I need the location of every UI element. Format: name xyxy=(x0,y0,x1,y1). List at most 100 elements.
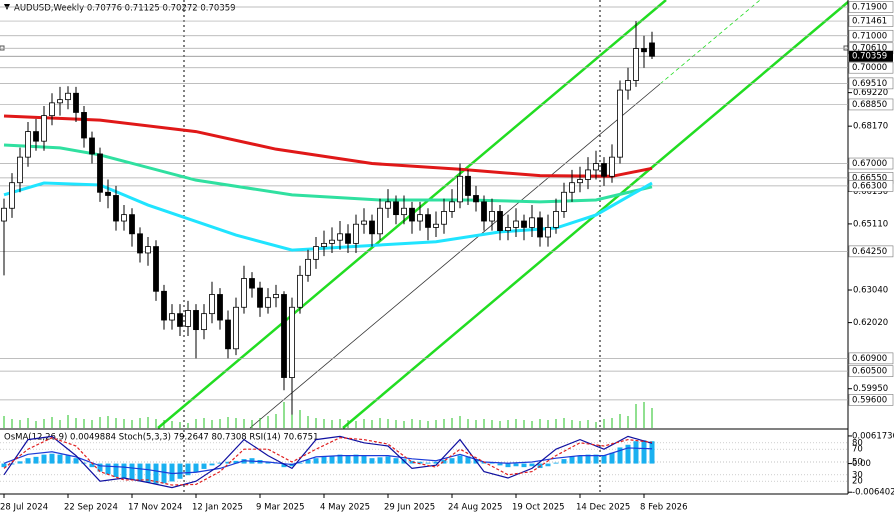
histogram-bar xyxy=(177,463,183,479)
candle-body xyxy=(297,274,303,308)
histogram-bar xyxy=(489,462,495,464)
candle-body xyxy=(113,195,119,222)
candle-body xyxy=(169,313,175,321)
histogram-bar xyxy=(265,461,271,464)
x-tick-label: 29 Jun 2025 xyxy=(384,503,435,513)
level-label-box xyxy=(848,98,894,111)
level-label: 0.69510 xyxy=(852,79,887,89)
histogram-bar xyxy=(1,463,7,468)
candle-body xyxy=(457,175,463,203)
histogram-bar xyxy=(513,463,519,467)
x-tick-label: 24 Aug 2025 xyxy=(448,503,502,513)
histogram-bar xyxy=(433,461,439,464)
histogram-bar xyxy=(345,455,351,464)
histogram-bar xyxy=(417,461,423,464)
histogram-bar xyxy=(65,455,71,464)
x-tick-label: 4 May 2025 xyxy=(320,503,370,513)
candle-body xyxy=(41,115,47,142)
candle-body xyxy=(321,242,327,247)
histogram-bar xyxy=(353,454,359,464)
candle-body xyxy=(137,233,143,254)
level-label: 0.66300 xyxy=(852,181,887,191)
y-tick-label: -0.0064024 xyxy=(852,488,894,498)
candle-body xyxy=(209,294,215,315)
histogram-bar xyxy=(137,463,143,482)
candle-body xyxy=(145,246,151,254)
candle-body xyxy=(641,48,647,53)
y-tick-label: 0.68170 xyxy=(853,122,888,132)
level-label-box xyxy=(848,77,894,90)
histogram-bar xyxy=(609,452,615,464)
histogram-bar xyxy=(113,463,119,477)
level-label: 0.71000 xyxy=(852,31,887,41)
candle-body xyxy=(81,112,87,139)
candle-body xyxy=(249,278,255,289)
level-label-box xyxy=(848,245,894,258)
level-label-box xyxy=(848,157,894,170)
candle-body xyxy=(185,310,191,327)
histogram-bar xyxy=(105,463,111,475)
current-price-box xyxy=(849,50,893,62)
histogram-bar xyxy=(161,463,167,484)
level-label: 0.60500 xyxy=(852,367,887,377)
histogram-bar xyxy=(385,456,391,464)
level-label-box xyxy=(848,29,894,42)
candle-body xyxy=(497,211,503,232)
candle-body xyxy=(553,211,559,228)
y2-tick-label: 70 xyxy=(852,445,863,455)
level-label: 0.66550 xyxy=(852,173,887,183)
candle-body xyxy=(465,175,471,196)
histogram-bar xyxy=(505,463,511,468)
candle-body xyxy=(569,182,575,193)
candle-body xyxy=(633,48,639,81)
candle-body xyxy=(17,156,23,184)
y-tick-label: 0.62020 xyxy=(853,318,888,328)
histogram-bar xyxy=(649,441,655,464)
candle-body xyxy=(193,310,199,331)
candle-body xyxy=(481,201,487,222)
y-tick-label: 0.66130 xyxy=(853,187,888,197)
indicator-line xyxy=(3,181,653,252)
candle-body xyxy=(345,233,351,244)
histogram-bar xyxy=(169,463,175,482)
candle-body xyxy=(537,217,543,238)
histogram-bar xyxy=(497,463,503,466)
candle-body xyxy=(305,258,311,276)
histogram-bar xyxy=(33,456,39,464)
x-tick-label: 14 Dec 2025 xyxy=(576,503,630,513)
histogram-bar xyxy=(233,460,239,464)
candle-body xyxy=(217,294,223,321)
level-label: 0.70000 xyxy=(852,63,887,73)
histogram-bar xyxy=(49,453,55,464)
candle-body xyxy=(241,278,247,308)
histogram-bar xyxy=(57,454,63,464)
x-tick-label: 19 Oct 2025 xyxy=(512,503,565,513)
level-label-box xyxy=(848,15,894,27)
histogram-bar xyxy=(25,458,31,464)
candle-body xyxy=(353,223,359,244)
histogram-bar xyxy=(337,454,343,464)
candle-body xyxy=(337,233,343,241)
candle-body xyxy=(177,313,183,327)
candle-body xyxy=(529,217,535,228)
histogram-bar xyxy=(145,463,151,483)
candle-body xyxy=(1,207,7,222)
histogram-bar xyxy=(529,463,535,467)
histogram-bar xyxy=(569,456,575,464)
level-label: 0.71461 xyxy=(852,17,887,27)
level-label-box xyxy=(848,61,894,74)
histogram-bar xyxy=(321,456,327,464)
candle-body xyxy=(201,313,207,331)
histogram-bar xyxy=(305,459,311,464)
y-tick-label: 0.00 xyxy=(852,459,871,469)
histogram-bar xyxy=(209,463,215,466)
indicator-line xyxy=(3,435,653,489)
current-price-label: 0.70359 xyxy=(852,52,887,62)
histogram-bar xyxy=(441,459,447,464)
candle-body xyxy=(33,131,39,142)
histogram-bar xyxy=(377,457,383,464)
candle-body xyxy=(377,207,383,235)
candle-body xyxy=(433,223,439,228)
candle-body xyxy=(97,153,103,193)
